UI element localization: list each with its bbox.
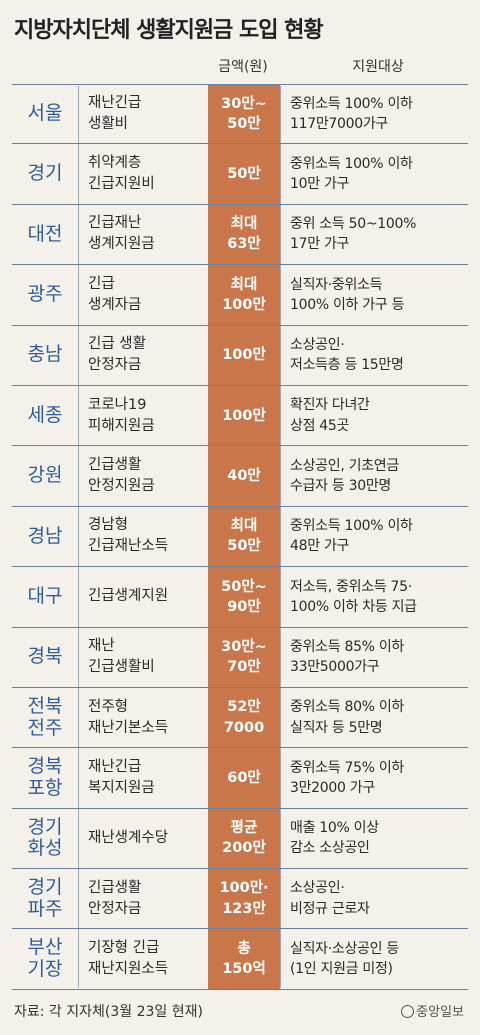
region-cell: 광주 [27, 282, 63, 305]
target-cell: 소상공인, 기초연금 수급자 등 30만명 [290, 457, 399, 495]
amount-cell: 52만 7000 [223, 699, 265, 736]
program-name-cell: 재난생계수당 [88, 829, 169, 846]
table-row: 부산 기장 기장형 긴급 재난지원소득 총 150억 실직자·소상공인 등 (1인 지… [12, 929, 468, 990]
table-row: 광주 긴급 생계자금 최대 100만 실직자·중위소득 100% 이하 가구 등 [12, 265, 468, 326]
amount-cell: 50만 [227, 165, 261, 182]
amount-cell: 50만~ 90만 [221, 578, 267, 615]
region-cell: 서울 [27, 102, 63, 125]
table-row: 전북 전주 전주형 재난기본소득 52만 7000 중위소득 80% 이하 실직자 등… [12, 688, 468, 749]
table-row: 경기 파주 긴급생활 안정자금 100만· 123만 소상공인· 비정규 근로자 [12, 869, 468, 930]
region-cell: 부산 기장 [27, 936, 63, 981]
region-cell: 경기 파주 [27, 875, 63, 920]
table-row: 경북 포항 재난긴급 복지지원금 60만 중위소득 75% 이하 3만2000 가구 [12, 748, 468, 809]
amount-cell: 최대 100만 [222, 276, 266, 313]
amount-cell: 30만~ 70만 [221, 638, 267, 676]
region-cell: 대구 [27, 584, 63, 607]
table-row: 경남 경남형 긴급재난소득 최대 50만 중위소득 100% 이하 48만 가구 [12, 507, 468, 568]
program-name-cell: 재난긴급 복지지원금 [88, 758, 155, 796]
table-row: 경기 화성 재난생계수당 평균 200만 매출 10% 이상 감소 소상공인 [12, 809, 468, 870]
publisher-logo: 중앙일보 [401, 1001, 464, 1020]
amount-cell: 100만 [222, 347, 266, 364]
table-row: 대전 긴급재난 생계지원금 최대 63만 중위 소득 50~100% 17만 가구 [12, 205, 468, 266]
region-cell: 경기 [27, 162, 63, 185]
table-row: 충남 긴급 생활 안정자금 100만 소상공인· 저소득층 등 15만명 [12, 326, 468, 386]
amount-cell: 총 150억 [222, 940, 266, 978]
target-cell: 중위 소득 50~100% 17만 가구 [290, 216, 417, 253]
region-cell: 강원 [27, 464, 63, 487]
divider [280, 86, 281, 988]
page-title: 지방자치단체 생활지원금 도입 현황 [14, 18, 324, 43]
program-name-cell: 긴급 생계자금 [88, 275, 142, 313]
target-column-header: 지원대상 [352, 59, 404, 75]
amount-cell: 최대 50만 [227, 518, 261, 555]
program-name-cell: 긴급생활 안정지원금 [88, 457, 155, 495]
target-cell: 중위소득 100% 이하 48만 가구 [290, 518, 413, 555]
source-note: 자료: 각 지자체(3월 23일 현재) [14, 1004, 203, 1020]
table-row: 세종 코로나19 피해지원금 100만 확진자 다녀간 상점 45곳 [12, 386, 468, 447]
region-cell: 세종 [27, 403, 63, 426]
amount-cell: 100만 [222, 407, 266, 424]
program-name-cell: 긴급생계지원 [88, 588, 169, 605]
target-cell: 실직자·중위소득 100% 이하 가구 등 [290, 276, 405, 313]
program-name-cell: 취약계층 긴급지원비 [88, 155, 155, 193]
target-cell: 소상공인· 비정규 근로자 [290, 880, 370, 917]
region-cell: 충남 [27, 343, 63, 366]
table-row: 경북 재난 긴급생활비 30만~ 70만 중위소득 85% 이하 33만5000가구 [12, 628, 468, 688]
logo-text: 중앙일보 [416, 1005, 464, 1020]
region-cell: 전북 전주 [27, 694, 63, 739]
program-name-cell: 경남형 긴급재난소득 [88, 517, 169, 555]
table-row: 대구 긴급생계지원 50만~ 90만 저소득, 중위소득 75· 100% 이하 차등… [12, 567, 468, 628]
program-name-cell: 긴급 생활 안정자금 [88, 336, 146, 374]
table-row: 서울 재난긴급 생활비 30만~ 50만 중위소득 100% 이하 117만7000가… [12, 84, 468, 145]
target-cell: 매출 10% 이상 감소 소상공인 [290, 820, 379, 857]
target-cell: 저소득, 중위소득 75· 100% 이하 차등 지급 [290, 578, 417, 615]
program-name-cell: 기장형 긴급 재난지원소득 [88, 940, 169, 978]
amount-cell: 60만 [227, 769, 261, 786]
region-cell: 경기 화성 [27, 815, 63, 860]
target-cell: 실직자·소상공인 등 (1인 지원금 미정) [290, 940, 399, 978]
target-cell: 소상공인· 저소득층 등 15만명 [290, 336, 404, 374]
divider [78, 86, 79, 988]
program-name-cell: 전주형 재난기본소득 [88, 698, 169, 736]
region-cell: 경북 포항 [27, 755, 63, 799]
program-name-cell: 재난 긴급생활비 [88, 638, 155, 676]
amount-cell: 최대 63만 [227, 216, 261, 253]
amount-cell: 30만~ 50만 [221, 95, 267, 133]
program-name-cell: 재난긴급 생활비 [88, 95, 142, 133]
target-cell: 중위소득 80% 이하 실직자 등 5만명 [290, 699, 404, 736]
amount-cell: 40만 [227, 467, 261, 484]
amount-cell: 100만· 123만 [219, 880, 269, 917]
support-table: 서울 재난긴급 생활비 30만~ 50만 중위소득 100% 이하 117만7000가… [12, 84, 468, 990]
amount-column-header: 금액(원) [218, 59, 268, 75]
table-header: 금액(원) 지원대상 [0, 50, 480, 80]
target-cell: 확진자 다녀간 상점 45곳 [290, 397, 370, 434]
amount-cell: 평균 200만 [222, 820, 266, 857]
program-name-cell: 코로나19 피해지원금 [88, 396, 155, 434]
region-cell: 대전 [27, 222, 63, 245]
target-cell: 중위소득 100% 이하 117만7000가구 [290, 95, 413, 133]
region-cell: 경남 [27, 524, 63, 547]
amount-column-highlight [208, 84, 280, 990]
target-cell: 중위소득 85% 이하 33만5000가구 [290, 638, 404, 676]
table-row: 강원 긴급생활 안정지원금 40만 소상공인, 기초연금 수급자 등 30만명 [12, 446, 468, 507]
target-cell: 중위소득 100% 이하 10만 가구 [290, 155, 413, 193]
target-cell: 중위소득 75% 이하 3만2000 가구 [290, 759, 404, 796]
region-cell: 경북 [27, 645, 63, 668]
program-name-cell: 긴급재난 생계지원금 [88, 215, 155, 253]
logo-icon [401, 1005, 415, 1018]
table-row: 경기 취약계층 긴급지원비 50만 중위소득 100% 이하 10만 가구 [12, 144, 468, 205]
program-name-cell: 긴급생활 안정자금 [88, 879, 142, 917]
